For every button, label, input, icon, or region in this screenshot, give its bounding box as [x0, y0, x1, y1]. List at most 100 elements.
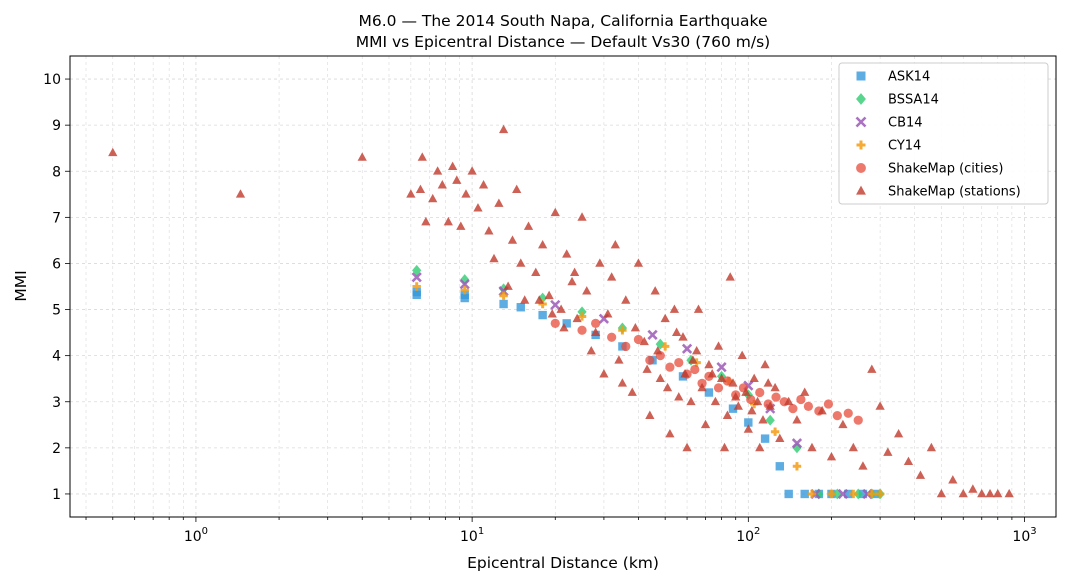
y-tick-label: 8 — [52, 164, 61, 180]
series-shakemap-cities — [550, 318, 863, 425]
x-tick-label: 100 — [184, 526, 208, 545]
data-point — [958, 488, 968, 498]
data-point — [722, 410, 733, 419]
data-point — [807, 442, 817, 452]
data-point — [610, 239, 620, 249]
data-point — [421, 216, 431, 226]
data-point — [621, 295, 631, 304]
data-point — [531, 267, 541, 277]
data-point — [642, 364, 652, 373]
data-point — [682, 442, 692, 452]
data-point — [478, 180, 489, 189]
data-point — [627, 387, 637, 396]
data-point — [562, 319, 571, 328]
data-point — [494, 198, 504, 207]
data-point — [235, 189, 246, 198]
data-point — [817, 405, 827, 415]
data-point — [459, 279, 470, 290]
data-point — [775, 433, 785, 442]
data-point — [853, 488, 863, 500]
chart-legend: ASK14 BSSA14 CB14 CY14 ShakeMap (cities) Shak… — [838, 62, 1049, 205]
data-point — [489, 253, 499, 263]
data-point — [803, 401, 814, 411]
data-point — [760, 434, 770, 443]
data-point — [534, 295, 544, 304]
data-point — [538, 310, 547, 320]
data-point — [556, 304, 566, 313]
data-point — [603, 309, 613, 318]
data-point — [926, 442, 937, 452]
data-point — [456, 221, 466, 230]
data-point — [653, 346, 663, 355]
data-point — [499, 299, 508, 309]
data-point — [452, 175, 462, 184]
data-point — [544, 290, 554, 300]
data-point — [693, 304, 704, 313]
data-point — [577, 306, 587, 318]
x-tick-label: 101 — [460, 526, 484, 545]
data-point — [704, 359, 714, 369]
data-point — [607, 332, 617, 342]
data-point — [697, 382, 707, 392]
data-point — [755, 387, 765, 398]
y-tick-label: 2 — [52, 441, 61, 457]
chart-subtitle: MMI vs Epicentral Distance — Default Vs3… — [356, 33, 770, 51]
data-point — [607, 272, 617, 281]
data-point — [678, 332, 688, 341]
data-point — [765, 401, 775, 410]
data-point — [858, 489, 868, 499]
legend-marker — [856, 163, 866, 173]
data-points — [108, 124, 1014, 500]
data-point — [512, 184, 522, 194]
data-point — [765, 414, 775, 426]
legend-item: ASK14 — [856, 70, 930, 85]
data-point — [737, 350, 747, 360]
data-point — [411, 272, 422, 283]
legend-item: CY14 — [856, 139, 921, 154]
data-point — [582, 286, 592, 295]
data-point — [645, 410, 655, 419]
data-point — [550, 299, 561, 311]
series-cy14 — [412, 282, 885, 499]
data-point — [599, 369, 609, 378]
data-point — [746, 394, 756, 405]
data-point — [633, 334, 644, 345]
data-point — [800, 387, 810, 396]
data-point — [968, 484, 978, 493]
data-point — [755, 442, 765, 452]
legend-marker — [856, 93, 866, 105]
data-point — [771, 392, 781, 402]
data-point — [827, 489, 836, 499]
data-point — [875, 401, 885, 410]
data-point — [660, 313, 670, 323]
data-point — [948, 475, 958, 484]
data-point — [807, 489, 817, 499]
data-point — [412, 282, 421, 291]
y-tick-label: 5 — [52, 303, 61, 319]
data-point — [837, 488, 849, 500]
data-point — [559, 322, 569, 332]
data-point — [749, 373, 759, 383]
y-tick-label: 9 — [52, 118, 61, 134]
plot-area-frame — [69, 55, 1057, 518]
y-tick-label: 4 — [52, 349, 61, 365]
data-point — [647, 329, 658, 341]
data-point — [516, 303, 525, 312]
legend-label: ShakeMap (stations) — [888, 185, 1021, 200]
data-point — [725, 272, 735, 281]
data-point — [538, 292, 548, 304]
series-ask14 — [412, 287, 881, 499]
data-point — [680, 369, 690, 378]
data-point — [713, 341, 724, 350]
data-point — [417, 152, 427, 161]
y-tick-label: 1 — [52, 487, 61, 503]
data-point — [412, 264, 422, 276]
data-point — [660, 342, 670, 351]
data-point — [728, 404, 738, 413]
x-tick-label: 103 — [1012, 526, 1036, 545]
data-point — [448, 161, 458, 170]
data-point — [665, 362, 675, 372]
data-point — [671, 327, 682, 336]
series-cb14 — [411, 272, 873, 500]
data-point — [993, 488, 1003, 498]
